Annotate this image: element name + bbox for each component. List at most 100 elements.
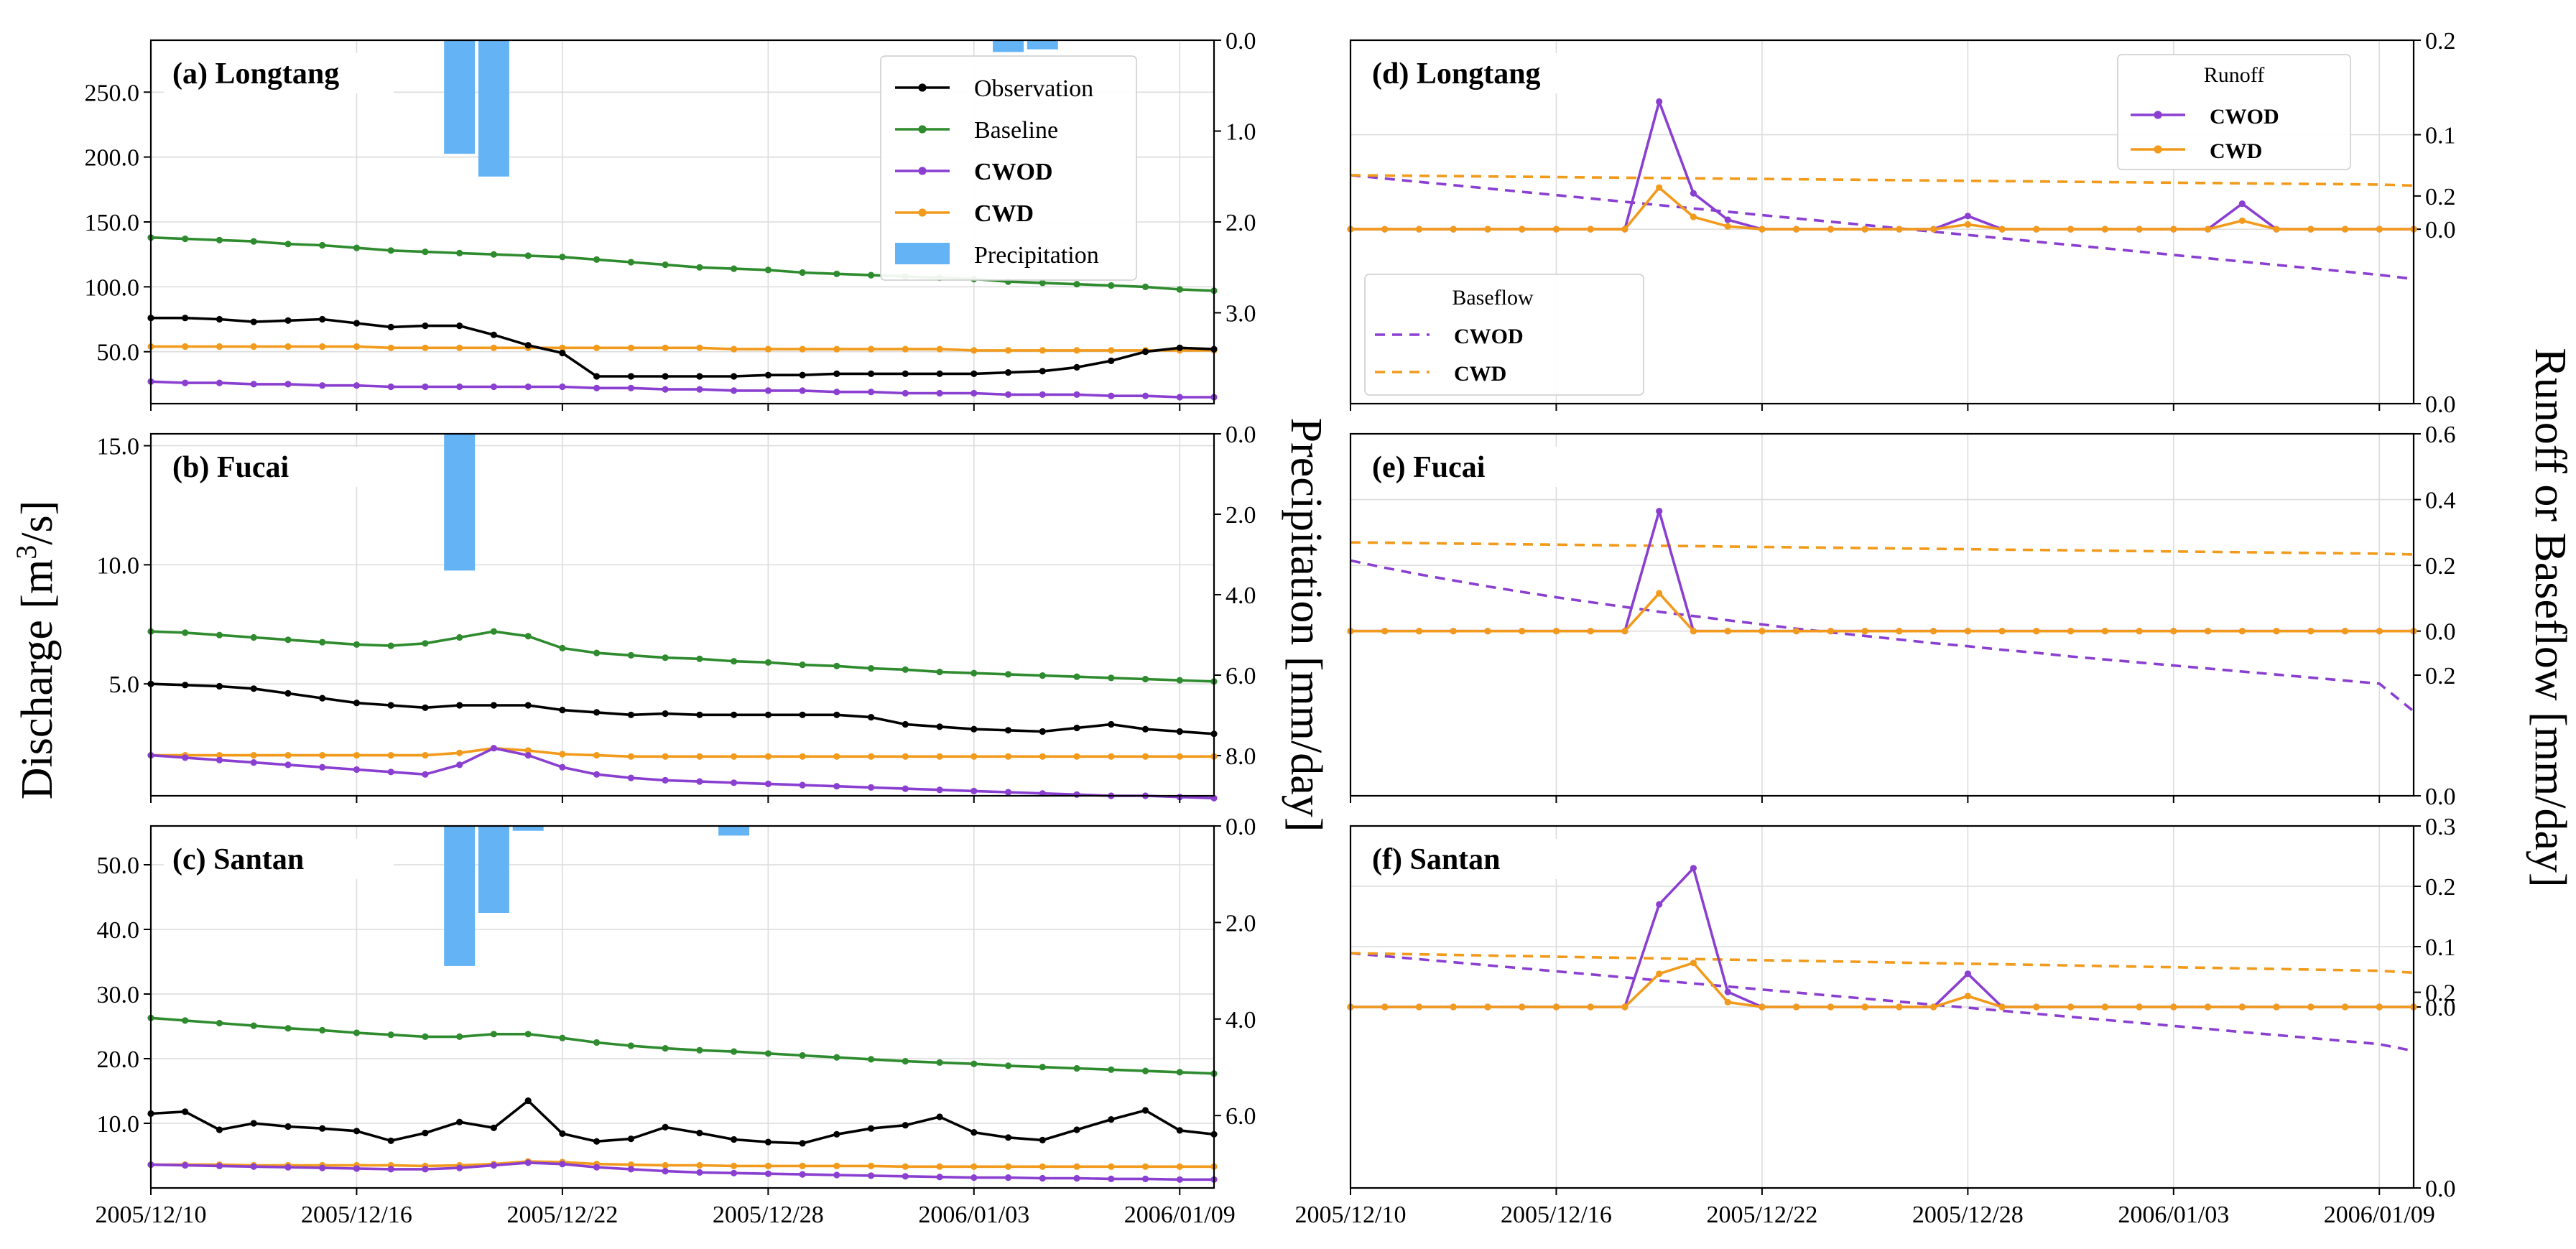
panel-d-longtang-runoff-cwd-point-8 xyxy=(1621,226,1628,233)
panel-c-santan-series-baseline-point-23 xyxy=(936,1059,943,1066)
panel-b-fucai-ytick-label-0: 5.0 xyxy=(109,672,140,698)
panel-d-longtang-runoff-cwd-point-18 xyxy=(1964,220,1971,228)
panel-f-santan-runoff-cwd-point-15 xyxy=(1861,1003,1868,1011)
panel-c-santan-title-bg xyxy=(164,839,394,879)
panel-f-santan-runoff-cwd-point-29 xyxy=(2341,1003,2349,1011)
panel-d-longtang-runoff-cwod-point-18 xyxy=(1964,213,1971,220)
panel-a-longtang-series-observation-point-24 xyxy=(970,370,978,378)
panel-b-fucai-series-cwod-point-25 xyxy=(1004,789,1012,796)
panel-e-fucai-runoff-cwd-point-22 xyxy=(2101,628,2108,635)
panel-c-santan-series-baseline-point-1 xyxy=(182,1017,189,1024)
panel-a-longtang-series-observation-point-9 xyxy=(456,322,463,330)
panel-b-fucai-precip-bar-9 xyxy=(444,434,476,571)
panel-a-longtang-series-baseline-point-21 xyxy=(868,271,875,279)
panel-a-longtang-series-cwd-point-18 xyxy=(764,345,772,353)
panel-b-fucai-series-cwod-point-1 xyxy=(182,754,189,761)
panel-a-longtang-series-cwod-point-4 xyxy=(284,381,292,388)
panel-d-longtang-runoff-cwd-point-6 xyxy=(1552,226,1560,233)
panel-f-santan-runoff-cwd-line xyxy=(1350,961,2414,1008)
panel-b-fucai-series-baseline-point-13 xyxy=(593,649,601,656)
panel-a-longtang-title: (a) Longtang xyxy=(172,57,339,90)
panel-c-santan-series-observation-point-6 xyxy=(353,1128,361,1135)
panel-a-longtang-series-cwod-point-8 xyxy=(422,383,429,391)
panel-b-fucai-series-cwod-point-19 xyxy=(799,781,806,789)
panel-d-longtang-runoff-cwd-point-4 xyxy=(1484,226,1491,233)
panel-b-fucai-series-cwd-point-29 xyxy=(1141,753,1149,760)
panel-a-longtang-series-observation-point-28 xyxy=(1108,357,1115,364)
panel-c-santan-series-observation-point-7 xyxy=(387,1137,394,1144)
panel-e-fucai-runoff-cwd-point-14 xyxy=(1827,628,1834,635)
panel-a-longtang-series-baseline-point-16 xyxy=(696,264,703,271)
panel-e-fucai-runoff-cwod-point-9 xyxy=(1656,508,1663,515)
panel-a-longtang-series-observation-point-23 xyxy=(936,370,943,378)
panel-a-longtang-series-cwod-point-29 xyxy=(1141,392,1149,399)
panel-a-longtang-series-cwd-point-4 xyxy=(284,343,292,350)
panel-c-santan-series-observation-point-5 xyxy=(319,1125,326,1132)
panel-f-santan-title-bg xyxy=(1363,839,1593,879)
panel-a-longtang-series-cwod-point-16 xyxy=(696,386,703,393)
panel-a-longtang-series-cwod-point-17 xyxy=(731,387,738,394)
legend-main-entry-precipitation-label: Precipitation xyxy=(974,242,1099,269)
panel-c-santan-series-cwd-point-29 xyxy=(1141,1163,1149,1170)
panel-f-santan-runoff-cwd-point-2 xyxy=(1415,1003,1423,1011)
panel-c-santan-series-baseline-point-28 xyxy=(1108,1066,1115,1073)
panel-b-fucai-series-observation-point-30 xyxy=(1176,728,1183,735)
panel-d-longtang-runoff-cwd-point-1 xyxy=(1381,226,1389,233)
panel-e-fucai-runoff-cwd-point-13 xyxy=(1793,628,1800,635)
panel-b-fucai-series-baseline-point-30 xyxy=(1176,677,1183,684)
panel-a-longtang-series-observation-point-8 xyxy=(422,322,429,330)
panel-a-longtang-series-cwod-point-22 xyxy=(902,389,909,397)
panel-a-longtang-series-observation-point-22 xyxy=(902,370,909,378)
panel-b-fucai-series-observation-point-16 xyxy=(696,711,703,718)
panel-b-fucai-series-baseline-point-16 xyxy=(696,655,703,662)
panel-c-santan-series-cwod-point-18 xyxy=(764,1170,772,1177)
panel-b-fucai-series-baseline-point-28 xyxy=(1108,674,1115,682)
panel-c-santan-series-observation-point-4 xyxy=(284,1123,292,1130)
legend-main-entry-precipitation-swatch xyxy=(895,243,950,264)
panel-b-fucai-series-baseline-point-15 xyxy=(662,654,669,661)
panel-c-santan-series-cwod-point-3 xyxy=(250,1163,257,1170)
panel-a-longtang-series-cwod-point-7 xyxy=(387,383,394,391)
panel-e-fucai-baseflow-cwd-line xyxy=(1350,541,2414,556)
panel-c-santan-series-baseline-point-19 xyxy=(799,1051,806,1059)
panel-d-longtang-runoff-cwd-point-3 xyxy=(1450,226,1457,233)
panel-c-santan-series-cwod-point-22 xyxy=(902,1173,909,1180)
panel-a-longtang-series-cwd-point-21 xyxy=(868,345,875,353)
panel-b-fucai-series-cwd-point-9 xyxy=(456,749,463,756)
panel-a-longtang-series-baseline-point-1 xyxy=(182,235,189,243)
precipitation-ylabel: Precipitation [mm/day] xyxy=(1282,418,1330,832)
panel-a-longtang-series-cwod-point-23 xyxy=(936,389,943,397)
panel-a-longtang-series-baseline-point-11 xyxy=(524,252,532,259)
panel-a-longtang-series-cwod-point-9 xyxy=(456,383,463,391)
panel-f-santan-runoff-cwd-point-17 xyxy=(1930,1003,1937,1011)
left-ylabel: Discharge [m3/s] xyxy=(10,501,62,800)
panel-b-fucai-series-observation-point-28 xyxy=(1108,720,1115,728)
panel-c-santan-series-cwd-point-24 xyxy=(970,1163,978,1170)
panel-c-santan-series-cwod-point-13 xyxy=(593,1164,601,1171)
panel-d-longtang-runoff-ytick-label-0: 0.0 xyxy=(2425,217,2456,243)
panel-b-fucai-series-cwd-point-21 xyxy=(868,753,875,760)
panel-a-longtang-series-baseline-point-9 xyxy=(456,249,463,256)
panel-d-longtang-runoff-cwod-point-11 xyxy=(1724,216,1731,223)
legend-baseflow-frame xyxy=(1364,274,1644,396)
panel-a-longtang-series-observation-point-18 xyxy=(764,371,772,379)
panel-f-santan-runoff-ytick-label-3: 0.3 xyxy=(2425,814,2456,840)
panel-b-fucai-series-baseline-point-10 xyxy=(490,628,498,635)
panel-c-santan-series-observation-point-8 xyxy=(422,1129,429,1137)
legend-main-frame xyxy=(880,55,1137,281)
panel-f-santan-xtick-label-2: 2005/12/22 xyxy=(1706,1202,1817,1228)
panel-f-santan-runoff-cwd-point-18 xyxy=(1964,993,1971,1000)
panel-c-santan-series-observation-point-15 xyxy=(662,1123,669,1130)
panel-f-santan-runoff-cwd-point-23 xyxy=(2136,1003,2143,1011)
panel-f-santan-runoff-cwd-point-11 xyxy=(1724,998,1731,1006)
panel-f-santan-baseflow-ytick-label-0: 0.0 xyxy=(2425,1176,2456,1202)
panel-d-longtang-runoff-cwd-point-23 xyxy=(2136,226,2143,233)
panel-c-santan-series-cwod-point-7 xyxy=(387,1166,394,1173)
panel-b-fucai-series-cwd-point-19 xyxy=(799,753,806,760)
panel-e-fucai-runoff-cwd-point-9 xyxy=(1656,590,1663,597)
panel-c-santan-series-baseline-point-27 xyxy=(1073,1064,1080,1072)
panel-e-fucai-runoff-cwd-point-28 xyxy=(2307,628,2315,635)
panel-b-fucai-series-cwd-line xyxy=(151,746,1214,758)
panel-b-fucai-series-cwd-point-14 xyxy=(627,753,635,760)
panel-f-santan-runoff-cwod-point-9 xyxy=(1656,901,1663,908)
